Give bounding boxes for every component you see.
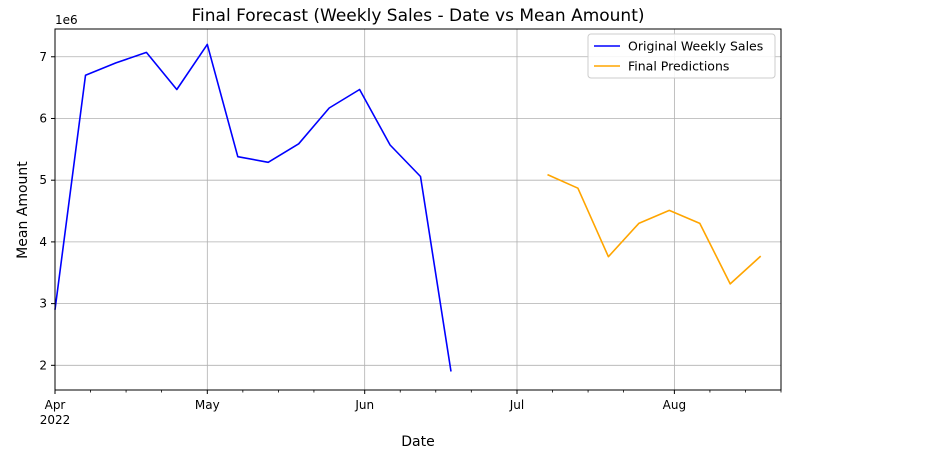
legend-entry: Final Predictions <box>628 59 729 74</box>
y-tick-label: 3 <box>39 297 47 311</box>
legend: Original Weekly Sales Final Predictions <box>587 33 776 79</box>
series-lines <box>54 43 762 372</box>
series-line-predictions <box>547 173 762 285</box>
grid <box>54 29 781 390</box>
x-tick-label: Apr <box>45 398 66 412</box>
legend-box <box>587 33 776 79</box>
y-offset-label: 1e6 <box>55 13 78 27</box>
series-line-original <box>54 43 452 372</box>
x-axis-label: Date <box>401 434 434 450</box>
y-tick-label: 7 <box>39 50 47 64</box>
y-tick-label: 6 <box>39 111 47 125</box>
x-tick-year-label: 2022 <box>40 413 71 427</box>
legend-entry: Original Weekly Sales <box>628 39 763 54</box>
y-tick-label: 2 <box>39 358 47 372</box>
x-tick-label: May <box>195 398 220 412</box>
y-tick-label: 4 <box>39 235 47 249</box>
y-axis: 2 3 4 5 6 7 <box>39 50 55 372</box>
chart-title: Final Forecast (Weekly Sales - Date vs M… <box>191 6 644 26</box>
x-tick-label: Aug <box>663 398 686 412</box>
y-axis-label: Mean Amount <box>15 161 31 259</box>
x-tick-label: Jul <box>509 398 524 412</box>
x-tick-label: Jun <box>354 398 374 412</box>
plot-frame <box>54 28 782 391</box>
y-tick-label: 5 <box>39 173 47 187</box>
